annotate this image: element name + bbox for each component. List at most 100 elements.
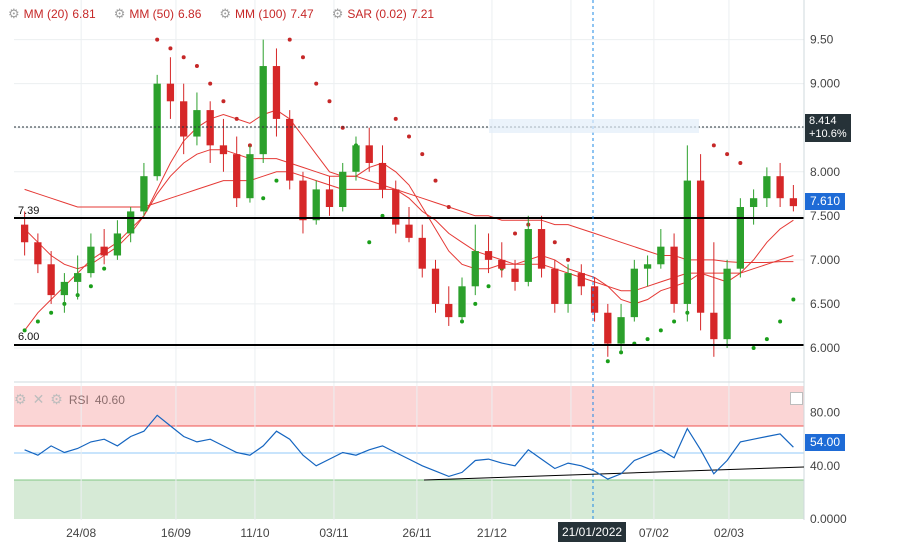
rsi-oversold-zone <box>14 480 804 519</box>
sar-dot <box>446 205 451 210</box>
mm20-line <box>24 109 794 305</box>
sar-dot <box>486 284 491 289</box>
sar-dot <box>393 116 398 121</box>
mm50-line <box>24 149 794 331</box>
time-tick-label: 03/11 <box>319 526 348 540</box>
sar-dot <box>764 337 769 342</box>
candle-body <box>617 317 625 344</box>
sar-dot <box>234 116 239 121</box>
sar-dot <box>314 81 319 86</box>
time-tick-label: 11/10 <box>240 526 269 540</box>
candle-body <box>577 273 585 287</box>
price-tick-label: 9.000 <box>810 77 840 91</box>
legend-mm100[interactable]: ⚙ MM (100) 7.47 <box>219 6 313 22</box>
candle-body <box>100 246 108 256</box>
candle-body <box>643 264 652 269</box>
candle-body <box>272 66 281 119</box>
candle-body <box>458 286 466 318</box>
sar-dot <box>566 257 571 262</box>
legend-sar[interactable]: ⚙ SAR (0.02) 7.21 <box>332 6 434 22</box>
grid-lines <box>14 0 804 520</box>
candle-body <box>219 145 228 155</box>
rsi-line <box>24 414 794 480</box>
sar-dot <box>433 178 438 183</box>
close-icon[interactable]: ✕ <box>32 391 45 407</box>
legend-mm50[interactable]: ⚙ MM (50) 6.86 <box>114 6 202 22</box>
sar-dot <box>552 240 557 245</box>
candle-body <box>113 233 122 256</box>
rsi-axis: 80.00 40.00 0.0000 <box>810 406 847 526</box>
candle-body <box>418 237 426 269</box>
price-tick-label: 8.000 <box>810 165 840 179</box>
legend-mm20-value: 6.81 <box>72 7 96 21</box>
rsi-maximize-button[interactable] <box>790 392 803 405</box>
sar-dot <box>711 143 716 148</box>
sar-dot <box>168 46 173 51</box>
gear-icon[interactable]: ⚙ <box>8 6 20 21</box>
mm100-line <box>24 171 794 263</box>
candle-body <box>776 176 784 199</box>
candle-body <box>153 83 161 177</box>
gear-icon[interactable]: ⚙ <box>50 391 63 407</box>
sar-dot <box>725 152 730 157</box>
candle-body <box>789 198 798 207</box>
sar-dot <box>738 160 743 165</box>
price-tick-label: 6.000 <box>810 341 840 355</box>
candle-body <box>286 118 294 181</box>
gear-icon[interactable]: ⚙ <box>14 391 27 407</box>
gear-icon[interactable]: ⚙ <box>113 6 126 21</box>
candle-body <box>20 224 29 243</box>
candle-body <box>683 180 691 304</box>
gear-icon[interactable]: ⚙ <box>331 6 344 21</box>
sar-dot <box>420 152 425 157</box>
time-tick-label: 21/12 <box>477 526 507 540</box>
rsi-trendline <box>423 466 805 481</box>
legend-mm20[interactable]: ⚙ MM (20) 6.81 <box>8 6 96 22</box>
candle-body <box>325 189 334 208</box>
sar-dot <box>49 310 54 315</box>
candle-body <box>312 189 320 221</box>
candle-body <box>736 207 745 269</box>
time-tick-label: 02/03 <box>714 526 744 540</box>
price-tick-label: 6.500 <box>810 297 840 311</box>
sar-dot <box>380 213 385 218</box>
sar-dot <box>751 345 756 350</box>
candle-body <box>206 110 214 146</box>
candle-body <box>696 180 705 313</box>
price-tick-label: 7.000 <box>810 253 840 267</box>
time-tick-label: 07/02 <box>639 526 669 540</box>
sar-dot <box>155 37 160 42</box>
candle-body <box>127 211 135 234</box>
rsi-value: 40.60 <box>94 392 125 407</box>
time-tick-label: 26/11 <box>402 526 431 540</box>
rsi-tick-label: 40.00 <box>810 459 840 473</box>
gear-icon[interactable]: ⚙ <box>219 6 232 21</box>
sar-dot <box>658 328 663 333</box>
candle-body <box>710 312 718 340</box>
rsi-tick-label: 0.0000 <box>810 512 847 526</box>
candle-body <box>604 312 612 344</box>
candle-body <box>484 251 493 260</box>
candle-body <box>73 273 82 282</box>
sar-dot <box>513 231 518 236</box>
sar-dot <box>274 178 279 183</box>
indicator-legend: ⚙ MM (20) 6.81 ⚙ MM (50) 6.86 ⚙ MM (100) 7.47 … <box>8 6 434 22</box>
legend-mm20-label: MM (20) <box>23 7 69 21</box>
candle-body <box>670 246 678 304</box>
crosshair-date-tag: 21/01/2022 <box>558 522 627 542</box>
sar-dot <box>88 284 93 289</box>
candle-body <box>365 145 373 163</box>
sar-dots <box>22 37 796 364</box>
candlesticks <box>20 39 798 357</box>
candle-body <box>339 171 347 208</box>
crosshair-price-tag: 8.414 +10.6% <box>805 114 851 142</box>
sar-dot <box>672 319 677 324</box>
candle-body <box>763 176 771 199</box>
sar-dot <box>261 196 266 201</box>
level-lower-label: 6.00 <box>18 331 40 343</box>
crosshair-box <box>489 119 699 133</box>
sar-dot <box>22 328 27 333</box>
candle-body <box>166 83 175 102</box>
sar-dot <box>407 134 411 139</box>
